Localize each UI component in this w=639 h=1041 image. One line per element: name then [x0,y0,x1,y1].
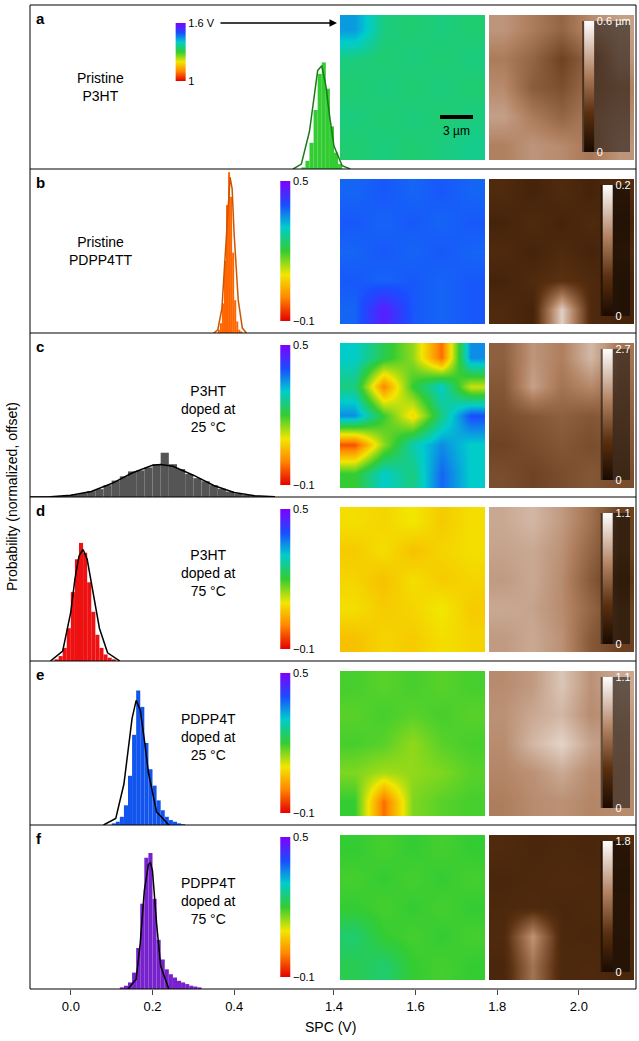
svg-text:e: e [36,666,44,683]
svg-text:0: 0 [615,802,621,814]
svg-text:0.2: 0.2 [615,179,630,191]
svg-text:−0.1: −0.1 [293,643,315,655]
svg-text:1: 1 [188,75,194,87]
svg-text:1.1: 1.1 [615,671,630,683]
svg-text:PDPP4Tdoped at25 °C: PDPP4Tdoped at25 °C [181,711,236,763]
svg-text:f: f [36,830,42,847]
svg-text:−0.1: −0.1 [293,315,315,327]
svg-text:0: 0 [615,310,621,322]
svg-text:0: 0 [615,474,621,486]
svg-text:−0.1: −0.1 [293,807,315,819]
svg-text:1.6: 1.6 [407,999,425,1014]
svg-text:3 µm: 3 µm [443,124,470,138]
svg-text:PristinePDPP4TT: PristinePDPP4TT [69,234,132,268]
svg-text:2.7: 2.7 [615,343,630,355]
svg-text:0: 0 [615,638,621,650]
svg-text:2.0: 2.0 [570,999,588,1014]
svg-text:1.6 V: 1.6 V [188,17,214,29]
svg-text:−0.1: −0.1 [293,479,315,491]
svg-text:SPC (V): SPC (V) [305,1019,356,1035]
svg-text:b: b [36,174,45,191]
svg-text:0.0: 0.0 [62,999,80,1014]
svg-text:P3HTdoped at25 °C: P3HTdoped at25 °C [181,383,236,435]
svg-text:−0.1: −0.1 [293,971,315,983]
svg-text:d: d [36,502,45,519]
svg-text:0.5: 0.5 [293,503,308,515]
svg-text:P3HTdoped at75 °C: P3HTdoped at75 °C [181,547,236,599]
svg-text:1.4: 1.4 [325,999,343,1014]
svg-text:PristineP3HT: PristineP3HT [77,70,124,104]
svg-text:0.6 µm: 0.6 µm [597,15,631,27]
svg-text:1.8: 1.8 [488,999,506,1014]
svg-text:0.2: 0.2 [143,999,161,1014]
svg-text:0: 0 [615,966,621,978]
svg-text:Probability (normalized, offse: Probability (normalized, offset) [4,402,20,591]
svg-text:0.5: 0.5 [293,667,308,679]
svg-text:0.4: 0.4 [225,999,243,1014]
svg-text:1.1: 1.1 [615,507,630,519]
svg-text:c: c [36,338,44,355]
svg-text:a: a [36,10,45,27]
svg-text:0.5: 0.5 [293,175,308,187]
svg-text:1.8: 1.8 [615,835,630,847]
svg-text:0.5: 0.5 [293,339,308,351]
svg-text:PDPP4Tdoped at75 °C: PDPP4Tdoped at75 °C [181,875,236,927]
svg-text:0: 0 [597,146,603,158]
svg-text:0.5: 0.5 [293,831,308,843]
